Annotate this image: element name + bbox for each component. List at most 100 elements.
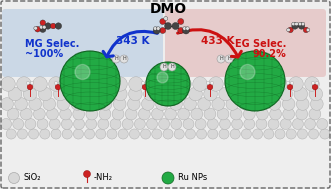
Circle shape bbox=[268, 98, 281, 110]
Circle shape bbox=[49, 77, 63, 91]
Circle shape bbox=[1, 77, 15, 91]
Circle shape bbox=[252, 81, 255, 85]
Circle shape bbox=[26, 81, 29, 85]
Circle shape bbox=[96, 129, 106, 139]
Circle shape bbox=[156, 98, 168, 110]
Circle shape bbox=[141, 98, 154, 110]
Circle shape bbox=[178, 108, 190, 120]
Text: H: H bbox=[219, 57, 223, 61]
Circle shape bbox=[294, 87, 307, 101]
Circle shape bbox=[159, 119, 170, 129]
Circle shape bbox=[144, 87, 157, 101]
Circle shape bbox=[17, 77, 31, 91]
Text: 90.2%: 90.2% bbox=[252, 49, 286, 59]
Circle shape bbox=[230, 108, 242, 120]
Circle shape bbox=[195, 119, 206, 129]
Circle shape bbox=[252, 84, 258, 90]
Circle shape bbox=[127, 98, 140, 110]
Circle shape bbox=[8, 87, 22, 101]
Circle shape bbox=[305, 119, 315, 129]
Text: SiO₂: SiO₂ bbox=[23, 174, 40, 183]
Circle shape bbox=[113, 77, 127, 91]
Circle shape bbox=[197, 129, 207, 139]
Circle shape bbox=[55, 84, 61, 90]
Circle shape bbox=[295, 22, 298, 26]
Circle shape bbox=[183, 27, 186, 30]
Circle shape bbox=[86, 119, 97, 129]
Circle shape bbox=[40, 26, 46, 33]
Circle shape bbox=[43, 98, 56, 110]
Text: -NH₂: -NH₂ bbox=[94, 174, 113, 183]
Circle shape bbox=[138, 108, 150, 120]
Circle shape bbox=[240, 64, 255, 80]
Circle shape bbox=[15, 98, 27, 110]
Circle shape bbox=[49, 119, 60, 129]
Circle shape bbox=[288, 27, 293, 33]
Circle shape bbox=[168, 63, 176, 71]
Circle shape bbox=[182, 27, 190, 34]
Circle shape bbox=[85, 81, 89, 85]
Circle shape bbox=[152, 129, 162, 139]
Circle shape bbox=[256, 81, 259, 85]
Circle shape bbox=[157, 72, 168, 83]
Circle shape bbox=[42, 26, 46, 29]
Circle shape bbox=[129, 77, 143, 91]
Circle shape bbox=[253, 129, 263, 139]
Circle shape bbox=[290, 81, 294, 85]
Circle shape bbox=[320, 129, 330, 139]
Circle shape bbox=[128, 87, 142, 101]
Circle shape bbox=[296, 98, 309, 110]
Circle shape bbox=[99, 98, 112, 110]
Circle shape bbox=[81, 77, 95, 91]
Circle shape bbox=[306, 28, 310, 32]
Circle shape bbox=[25, 119, 36, 129]
Circle shape bbox=[57, 98, 70, 110]
Circle shape bbox=[30, 81, 34, 85]
Text: H: H bbox=[122, 57, 126, 61]
Circle shape bbox=[82, 84, 88, 90]
Circle shape bbox=[153, 27, 160, 34]
Circle shape bbox=[289, 77, 303, 91]
Circle shape bbox=[186, 27, 189, 30]
Circle shape bbox=[315, 81, 319, 85]
Circle shape bbox=[264, 87, 277, 101]
Circle shape bbox=[230, 129, 240, 139]
Circle shape bbox=[40, 129, 50, 139]
Circle shape bbox=[69, 87, 82, 101]
Circle shape bbox=[225, 77, 239, 91]
Circle shape bbox=[241, 129, 252, 139]
Circle shape bbox=[120, 55, 128, 63]
Text: 433 K: 433 K bbox=[201, 36, 235, 46]
Circle shape bbox=[170, 98, 182, 110]
Circle shape bbox=[75, 64, 90, 80]
Circle shape bbox=[162, 172, 174, 184]
Circle shape bbox=[38, 87, 52, 101]
Text: ~100%: ~100% bbox=[25, 49, 63, 59]
Circle shape bbox=[287, 28, 290, 32]
Circle shape bbox=[83, 170, 90, 177]
Circle shape bbox=[311, 81, 314, 85]
Circle shape bbox=[256, 119, 267, 129]
Circle shape bbox=[174, 129, 184, 139]
Circle shape bbox=[191, 108, 203, 120]
Circle shape bbox=[254, 98, 267, 110]
Circle shape bbox=[39, 26, 43, 29]
Circle shape bbox=[209, 77, 223, 91]
Circle shape bbox=[175, 81, 179, 85]
Circle shape bbox=[257, 77, 271, 91]
Circle shape bbox=[219, 119, 230, 129]
Circle shape bbox=[297, 129, 307, 139]
Circle shape bbox=[286, 129, 296, 139]
Circle shape bbox=[225, 55, 233, 63]
Circle shape bbox=[280, 119, 291, 129]
Text: H: H bbox=[170, 64, 174, 70]
Circle shape bbox=[286, 81, 290, 85]
Circle shape bbox=[308, 129, 319, 139]
Circle shape bbox=[20, 108, 32, 120]
Circle shape bbox=[7, 108, 19, 120]
Circle shape bbox=[257, 108, 268, 120]
Circle shape bbox=[172, 22, 179, 29]
Circle shape bbox=[86, 108, 98, 120]
Circle shape bbox=[27, 84, 33, 90]
Circle shape bbox=[249, 87, 262, 101]
